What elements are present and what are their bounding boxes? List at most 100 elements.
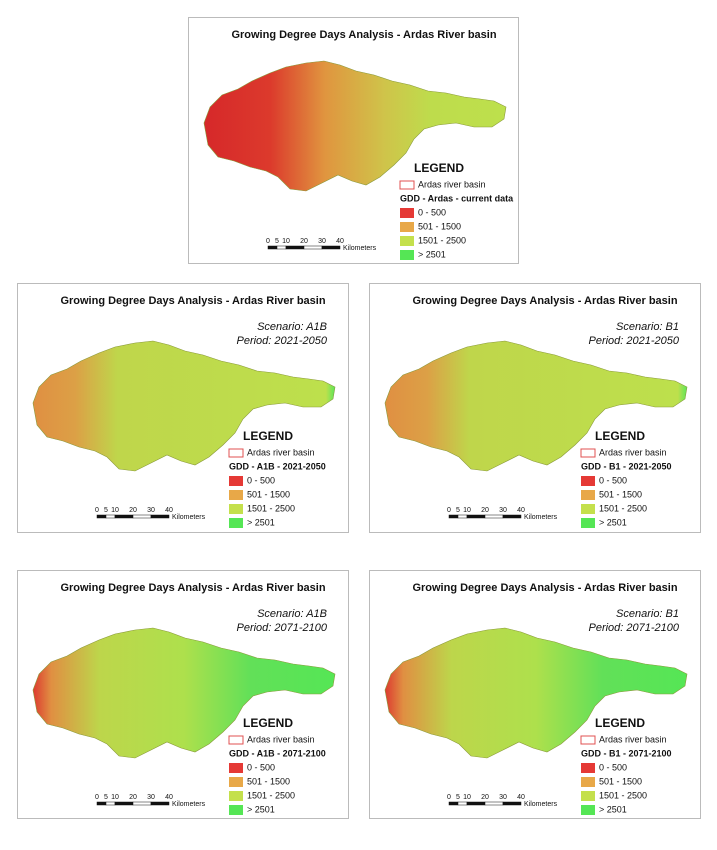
class-swatch	[581, 476, 595, 486]
class-label: 1501 - 2500	[247, 790, 295, 800]
scale-tick: 10	[111, 794, 119, 801]
scale-segment	[276, 245, 287, 250]
class-label: 501 - 1500	[247, 776, 290, 786]
scale-tick: 5	[456, 507, 460, 514]
class-label: > 2501	[247, 517, 275, 527]
basin-swatch	[228, 735, 244, 745]
class-swatch	[229, 791, 243, 801]
scale-segment	[132, 801, 152, 806]
class-swatch	[581, 518, 595, 528]
class-swatch	[581, 763, 595, 773]
basin-label: Ardas river basin	[247, 734, 315, 744]
basin-map	[32, 627, 336, 759]
scale-tick: 30	[318, 238, 326, 245]
panel-title: Growing Degree Days Analysis - Ardas Riv…	[412, 295, 677, 307]
class-label: > 2501	[599, 517, 627, 527]
scale-tick: 5	[275, 238, 279, 245]
scale-segment	[502, 801, 522, 806]
scale-tick: 30	[147, 794, 155, 801]
scale-unit: Kilometers	[172, 514, 206, 521]
class-label: 0 - 500	[418, 207, 446, 217]
scale-tick: 30	[499, 507, 507, 514]
scale-tick: 10	[111, 507, 119, 514]
class-swatch	[229, 518, 243, 528]
basin-swatch	[580, 735, 596, 745]
scale-tick: 40	[517, 507, 525, 514]
basin-label: Ardas river basin	[599, 447, 667, 457]
class-swatch	[581, 805, 595, 815]
scale-segment	[96, 514, 107, 519]
legend-title: LEGEND	[595, 429, 645, 443]
legend-title: LEGEND	[595, 716, 645, 730]
scale-tick: 5	[104, 794, 108, 801]
class-swatch	[400, 208, 414, 218]
map-panel: Growing Degree Days Analysis - Ardas Riv…	[17, 570, 349, 819]
scale-segment	[484, 801, 504, 806]
scale-segment	[321, 245, 341, 250]
scale-segment	[466, 801, 486, 806]
scale-segment	[96, 801, 107, 806]
legend-heading: GDD - B1 - 2071-2100	[581, 748, 672, 758]
scale-segment	[150, 514, 170, 519]
basin-map	[384, 627, 688, 759]
basin-swatch	[399, 180, 415, 190]
class-swatch	[229, 763, 243, 773]
class-label: 0 - 500	[599, 762, 627, 772]
scale-segment	[105, 801, 116, 806]
panel-title: Growing Degree Days Analysis - Ardas Riv…	[231, 29, 496, 41]
scenario: Scenario: A1B	[257, 321, 327, 333]
map-panel: Growing Degree Days Analysis - Ardas Riv…	[369, 570, 701, 819]
scale-tick: 40	[165, 507, 173, 514]
scale-segment	[484, 514, 504, 519]
map-panel: Growing Degree Days Analysis - Ardas Riv…	[188, 17, 519, 264]
basin-label: Ardas river basin	[599, 734, 667, 744]
scale-tick: 0	[95, 507, 99, 514]
scale-tick: 20	[129, 507, 137, 514]
scale-tick: 40	[336, 238, 344, 245]
scale-tick: 5	[104, 507, 108, 514]
class-label: 0 - 500	[247, 475, 275, 485]
scale-unit: Kilometers	[524, 514, 558, 521]
scale-tick: 0	[447, 507, 451, 514]
class-swatch	[400, 236, 414, 246]
legend-title: LEGEND	[243, 716, 293, 730]
class-label: 1501 - 2500	[247, 503, 295, 513]
scale-segment	[114, 514, 134, 519]
scenario: Scenario: B1	[616, 608, 679, 620]
scale-tick: 30	[147, 507, 155, 514]
basin-label: Ardas river basin	[247, 447, 315, 457]
class-swatch	[229, 777, 243, 787]
scale-segment	[150, 801, 170, 806]
class-swatch	[229, 805, 243, 815]
scale-segment	[303, 245, 323, 250]
class-swatch	[581, 504, 595, 514]
scale-segment	[448, 514, 459, 519]
class-label: 501 - 1500	[599, 489, 642, 499]
scale-segment	[502, 514, 522, 519]
class-label: 501 - 1500	[418, 221, 461, 231]
scale-segment	[105, 514, 116, 519]
scale-tick: 20	[129, 794, 137, 801]
scale-unit: Kilometers	[172, 801, 206, 808]
scale-segment	[457, 514, 468, 519]
class-swatch	[229, 476, 243, 486]
class-label: 501 - 1500	[247, 489, 290, 499]
class-label: > 2501	[247, 804, 275, 814]
panel-title: Growing Degree Days Analysis - Ardas Riv…	[412, 582, 677, 594]
scale-unit: Kilometers	[524, 801, 558, 808]
legend-title: LEGEND	[243, 429, 293, 443]
scale-unit: Kilometers	[343, 245, 377, 252]
basin-map	[203, 60, 507, 192]
scale-tick: 0	[447, 794, 451, 801]
basin-swatch	[228, 448, 244, 458]
scale-tick: 40	[165, 794, 173, 801]
period: Period: 2071-2100	[588, 622, 679, 634]
class-label: 0 - 500	[599, 475, 627, 485]
legend-title: LEGEND	[414, 161, 464, 175]
panels: Growing Degree Days Analysis - Ardas Riv…	[17, 17, 701, 819]
scale-tick: 10	[463, 794, 471, 801]
class-label: 1501 - 2500	[418, 235, 466, 245]
class-swatch	[229, 490, 243, 500]
scale-segment	[448, 801, 459, 806]
